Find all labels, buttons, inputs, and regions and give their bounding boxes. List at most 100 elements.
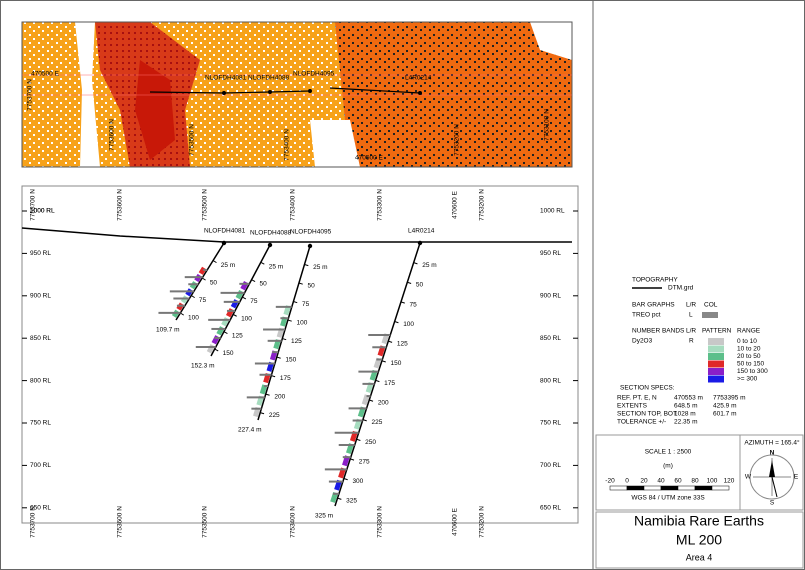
grid-label: 470600 E: [452, 507, 459, 535]
grid-label: 7753700 N: [30, 506, 37, 538]
depth-tick: [413, 262, 418, 265]
hole-end: 109.7 m: [156, 327, 180, 334]
depth-label: 125: [291, 338, 302, 345]
depth-label: 125: [397, 341, 408, 348]
plan-label: L4R0214: [405, 75, 432, 82]
plan-label: NLOFDH4088: [248, 75, 290, 82]
legend-text: COL: [704, 302, 718, 309]
depth-label: 25 m: [269, 263, 283, 270]
collar: [307, 243, 313, 249]
depth-tick: [265, 393, 270, 396]
depth-tick: [271, 375, 276, 378]
depth-label: 175: [384, 380, 395, 387]
topography: [21, 227, 572, 243]
depth-label: 50: [210, 279, 218, 286]
rl-label: 800 RL: [30, 377, 51, 384]
plan-label: NLOFDH4081: [205, 75, 247, 82]
collar: [417, 240, 423, 246]
grid-label: 7753500 N: [202, 189, 209, 221]
specs-text: 7753395 m: [713, 395, 746, 402]
legend-swatch: [708, 360, 724, 368]
specs-text: 425.9 m: [713, 403, 737, 410]
rl-label: 900 RL: [540, 293, 561, 300]
depth-tick: [260, 412, 265, 415]
drill-hole: [210, 244, 271, 357]
rl-label: 750 RL: [30, 420, 51, 427]
rl-label: 700 RL: [30, 462, 51, 469]
grid-label: 470600 E: [452, 190, 459, 218]
grid-label: 7753500 N: [202, 506, 209, 538]
specs-text: TOLERANCE +/-: [617, 419, 666, 426]
area: Area 4: [686, 552, 713, 562]
depth-label: 75: [250, 298, 258, 305]
plan-label: 470500 E: [355, 155, 383, 162]
scale-tick: 80: [691, 478, 699, 485]
depth-tick: [381, 360, 386, 363]
depth-label: 75: [199, 297, 207, 304]
rl-label: 750 RL: [540, 420, 561, 427]
rl-label: 850 RL: [540, 335, 561, 342]
legend-swatch: [708, 368, 724, 375]
depth-tick: [298, 282, 303, 285]
specs-text: REF. PT. E, N: [617, 395, 657, 402]
depth-label: 50: [308, 282, 316, 289]
scale-seg: [609, 485, 628, 491]
licence: ML 200: [676, 532, 722, 548]
company: Namibia Rare Earths: [634, 513, 764, 529]
depth-label: 25 m: [313, 264, 327, 271]
depth-tick: [223, 331, 228, 335]
grid-label: 7753200 N: [479, 506, 486, 538]
depth-label: 200: [378, 400, 389, 407]
grid-label: 7753600 N: [117, 189, 124, 221]
specs-text: 22.35 m: [674, 419, 698, 426]
depth-tick: [287, 319, 292, 322]
scale-tick: 20: [640, 478, 648, 485]
legend-text: >= 300: [737, 376, 758, 383]
scale-tick: -20: [605, 478, 615, 485]
depth-label: 125: [232, 333, 243, 340]
legend-text: R: [689, 338, 694, 345]
depth-label: 200: [274, 393, 285, 400]
depth-tick: [362, 419, 367, 422]
compass: [749, 454, 795, 500]
rl-label: 900 RL: [30, 293, 51, 300]
depth-label: 100: [296, 319, 307, 326]
depth-label: 50: [416, 282, 424, 289]
depth-label: 50: [260, 281, 268, 288]
grid-label: 7753600 N: [117, 506, 124, 538]
hole-name: L4R0214: [408, 228, 435, 235]
depth-label: 300: [352, 478, 363, 485]
depth-label: 150: [223, 350, 234, 357]
depth-tick: [251, 279, 256, 283]
legend-text: L: [689, 312, 693, 319]
legend-text: BAR GRAPHS: [632, 302, 675, 309]
scale-tick: 120: [724, 478, 735, 485]
depth-tick: [394, 321, 399, 324]
grid-label: 7753400 N: [290, 506, 297, 538]
specs-text: 470553 m: [674, 395, 703, 402]
scale-seg: [660, 485, 679, 491]
legend-swatch: [708, 345, 724, 353]
scale-title: SCALE 1 : 2500: [645, 449, 692, 456]
plan-label: 470500 E: [31, 71, 59, 78]
plan-label: 7753400 N: [284, 129, 291, 161]
depth-label: 100: [241, 315, 252, 322]
depth-label: 75: [302, 301, 310, 308]
rl-label: 800 RL: [540, 377, 561, 384]
assay-band: [198, 266, 207, 275]
legend-text: Dy2O3: [632, 338, 653, 345]
rl-label: 700 RL: [540, 462, 561, 469]
depth-label: 150: [285, 356, 296, 363]
section-frame: [21, 185, 579, 524]
rl-label: 650 RL: [540, 505, 561, 512]
depth-tick: [214, 348, 219, 352]
legend-swatch: [708, 375, 724, 383]
specs-title: SECTION SPECS:: [620, 385, 675, 392]
depth-tick: [180, 312, 185, 316]
rl-label: 1000 RL: [30, 208, 55, 215]
legend-text: 50 to 150: [737, 361, 764, 368]
scale-tick: 60: [674, 478, 682, 485]
plan-label: 7753100 N: [544, 109, 551, 141]
legend-bar: [702, 312, 718, 318]
compass-label: E: [794, 474, 799, 481]
